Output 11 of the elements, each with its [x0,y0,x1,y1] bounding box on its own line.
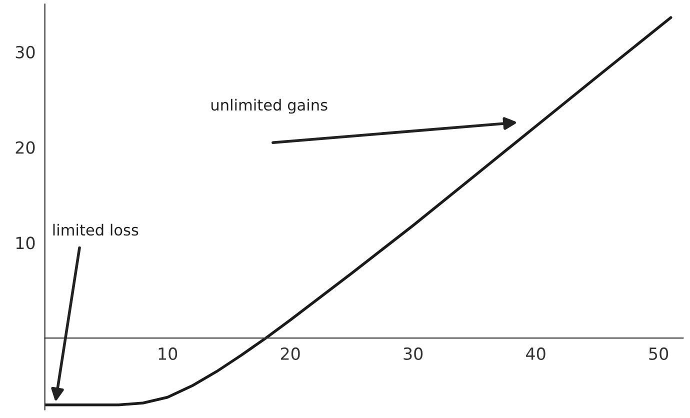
x-tick-label: 30 [404,347,423,360]
x-tick-label: 40 [526,347,546,360]
x-tick-label: 10 [158,347,178,360]
x-tick-label: 20 [280,347,300,360]
annotation: unlimited gains [211,98,328,114]
annotation: limited loss [53,224,138,236]
y-tick-label: 10 [16,236,35,250]
y-tick-label: 20 [16,141,35,154]
x-tick-label: 50 [649,347,668,360]
y-tick-label: 30 [16,46,35,58]
line-series [44,16,672,406]
